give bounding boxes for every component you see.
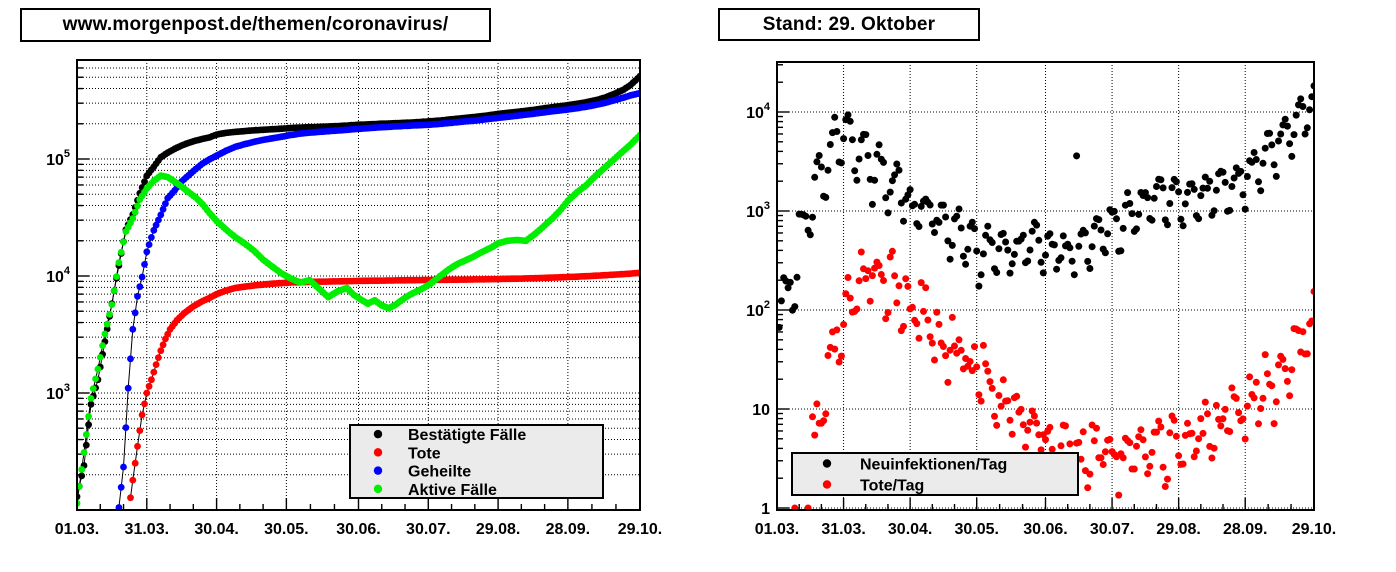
svg-text:01.03.: 01.03.: [55, 521, 99, 538]
legend-label: Aktive Fälle: [408, 482, 497, 499]
series-neuinfektionen-tag: [777, 82, 1314, 331]
svg-text:1: 1: [761, 501, 770, 518]
left-chart-title: www.morgenpost.de/themen/coronavirus/: [20, 8, 491, 42]
legend-item-neuinfektionen-tag: Neuinfektionen/Tag: [822, 457, 1007, 474]
daily-cases-x-axis-labels: 01.03. 31.03. 30.04. 30.05. 30.06. 30.07. 29.0…: [755, 521, 1336, 538]
series-geheilte: [115, 89, 640, 510]
daily-cases-frame: [776, 61, 1315, 511]
legend-item-tote: Tote: [373, 445, 441, 462]
series-aktive-faelle: [77, 131, 640, 507]
legend-item-aktive-faelle: Aktive Fälle: [373, 482, 497, 499]
daily-cases-legend: Neuinfektionen/Tag Tote/Tag: [791, 452, 1079, 496]
legend-item-bestaetigte-faelle: Bestätigte Fälle: [373, 427, 526, 444]
svg-text:103: 103: [46, 382, 70, 403]
svg-text:30.05.: 30.05.: [954, 521, 998, 538]
legend-marker-neuinfektionen-tag: [822, 459, 832, 468]
svg-text:28.09.: 28.09.: [546, 521, 590, 538]
svg-text:102: 102: [746, 299, 770, 320]
svg-text:104: 104: [746, 101, 771, 122]
legend-label: Neuinfektionen/Tag: [860, 457, 1007, 474]
svg-text:103: 103: [746, 200, 770, 221]
legend-marker-tote-tag: [822, 480, 832, 489]
legend-label: Geheilte: [408, 464, 471, 481]
legend-label: Tote/Tag: [860, 478, 924, 495]
cumulative-cases-x-axis-labels: 01.03. 31.03. 30.04. 30.05. 30.06. 30.07. 29.0…: [55, 521, 662, 538]
cumulative-cases-chart: 105 104 103 01.03. 31.03. 30.04. 30.05. 30.06. 3…: [46, 59, 662, 538]
legend-item-tote-tag: Tote/Tag: [822, 478, 924, 495]
legend-marker-bestaetigte-faelle: [373, 429, 383, 439]
svg-text:30.07.: 30.07.: [1090, 521, 1134, 538]
svg-text:105: 105: [46, 148, 70, 169]
legend-item-geheilte: Geheilte: [373, 464, 471, 481]
svg-text:28.09.: 28.09.: [1223, 521, 1267, 538]
legend-marker-aktive-faelle: [373, 484, 383, 494]
right-chart-title: Stand: 29. Oktober: [718, 8, 980, 41]
svg-text:30.04.: 30.04.: [888, 521, 932, 538]
svg-text:31.03.: 31.03.: [125, 521, 169, 538]
svg-text:30.06.: 30.06.: [1023, 521, 1067, 538]
svg-text:30.05.: 30.05.: [264, 521, 308, 538]
svg-text:29.08.: 29.08.: [476, 521, 520, 538]
svg-text:30.07.: 30.07.: [406, 521, 450, 538]
legend-marker-tote: [373, 448, 383, 457]
svg-text:30.06.: 30.06.: [336, 521, 380, 538]
legend-label: Bestätigte Fälle: [408, 427, 526, 444]
svg-text:29.08.: 29.08.: [1156, 521, 1200, 538]
svg-text:104: 104: [46, 265, 71, 286]
cumulative-cases-y-axis-labels: 105 104 103: [46, 148, 71, 403]
svg-text:10: 10: [752, 402, 770, 419]
svg-text:30.04.: 30.04.: [194, 521, 238, 538]
legend-label: Tote: [408, 445, 441, 462]
svg-text:29.10.: 29.10.: [618, 521, 662, 538]
svg-text:29.10.: 29.10.: [1292, 521, 1336, 538]
svg-text:01.03.: 01.03.: [755, 521, 799, 538]
legend-marker-geheilte: [373, 466, 383, 475]
svg-text:31.03.: 31.03.: [821, 521, 865, 538]
cumulative-cases-frame: [76, 59, 641, 511]
